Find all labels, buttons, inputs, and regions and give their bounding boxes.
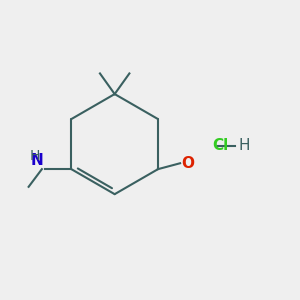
Text: H: H xyxy=(238,138,250,153)
Text: N: N xyxy=(31,153,44,168)
Text: O: O xyxy=(181,156,194,171)
Text: H: H xyxy=(30,149,40,163)
Text: Cl: Cl xyxy=(212,138,228,153)
